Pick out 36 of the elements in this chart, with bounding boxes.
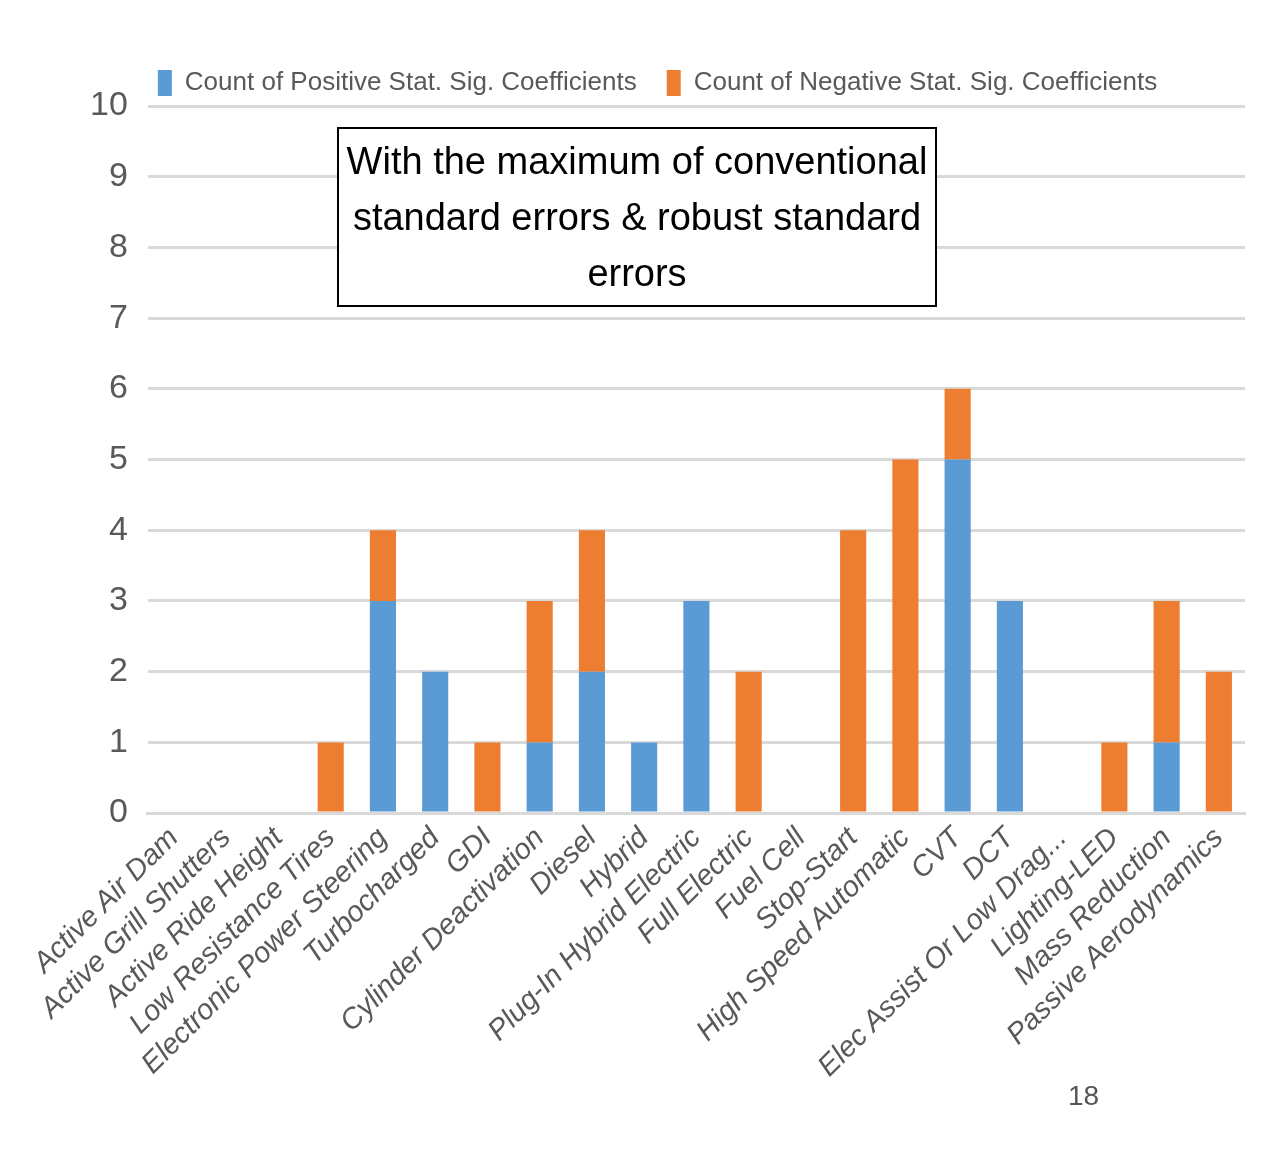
- bar: [735, 671, 762, 812]
- bar: [1101, 742, 1128, 812]
- bar: [996, 600, 1023, 812]
- bar: [578, 671, 605, 812]
- bar: [474, 742, 501, 812]
- y-tick-label: 1: [108, 720, 128, 759]
- bar: [369, 530, 396, 601]
- y-tick-label: 0: [108, 791, 128, 830]
- y-tick-label: 10: [89, 84, 128, 123]
- bar: [944, 388, 971, 460]
- legend-label: Count of Positive Stat. Sig. Coefficients: [184, 66, 637, 97]
- y-tick-label: 8: [108, 225, 128, 264]
- y-tick-label: 6: [108, 367, 128, 406]
- y-tick-label: 4: [108, 508, 128, 547]
- legend-label: Count of Negative Stat. Sig. Coefficients: [693, 66, 1158, 97]
- bar: [526, 742, 553, 812]
- bar: [1153, 742, 1180, 812]
- y-tick-label: 7: [108, 296, 128, 335]
- bar: [944, 459, 971, 812]
- bar: [422, 671, 449, 812]
- bar: [578, 530, 605, 672]
- bar: [631, 742, 658, 812]
- y-tick-label: 2: [108, 650, 128, 689]
- y-tick-label: 5: [108, 437, 128, 476]
- bar: [1153, 600, 1180, 743]
- bar: [683, 600, 710, 812]
- y-tick-label: 3: [108, 579, 128, 618]
- text: 18: [1068, 1080, 1100, 1112]
- bar: [526, 600, 553, 743]
- bar: [840, 530, 867, 812]
- annotation: With the maximum of conventional standard errors & robust standard errors: [337, 127, 937, 307]
- bar: [892, 459, 919, 812]
- bar: [1205, 671, 1232, 812]
- bar: [369, 600, 396, 812]
- y-tick-label: 9: [108, 155, 128, 194]
- bar: [317, 742, 344, 812]
